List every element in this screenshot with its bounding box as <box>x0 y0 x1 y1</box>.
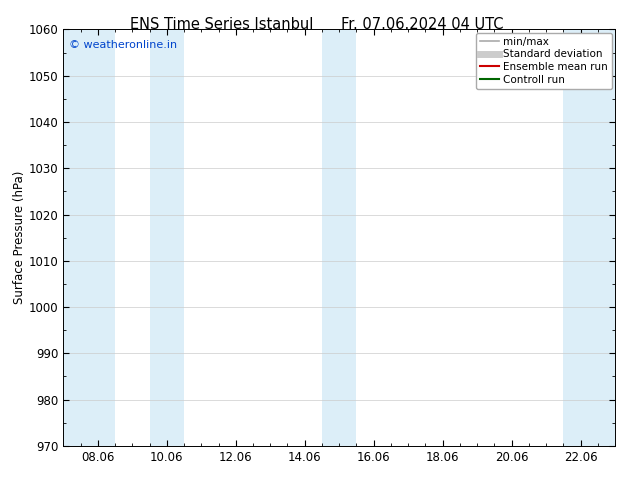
Text: ENS Time Series Istanbul      Fr. 07.06.2024 04 UTC: ENS Time Series Istanbul Fr. 07.06.2024 … <box>130 17 504 32</box>
Bar <box>563 29 615 446</box>
Y-axis label: Surface Pressure (hPa): Surface Pressure (hPa) <box>13 171 26 304</box>
Bar <box>63 29 115 446</box>
Text: © weatheronline.in: © weatheronline.in <box>69 40 177 50</box>
Bar <box>322 29 356 446</box>
Bar <box>150 29 184 446</box>
Legend: min/max, Standard deviation, Ensemble mean run, Controll run: min/max, Standard deviation, Ensemble me… <box>476 32 612 89</box>
